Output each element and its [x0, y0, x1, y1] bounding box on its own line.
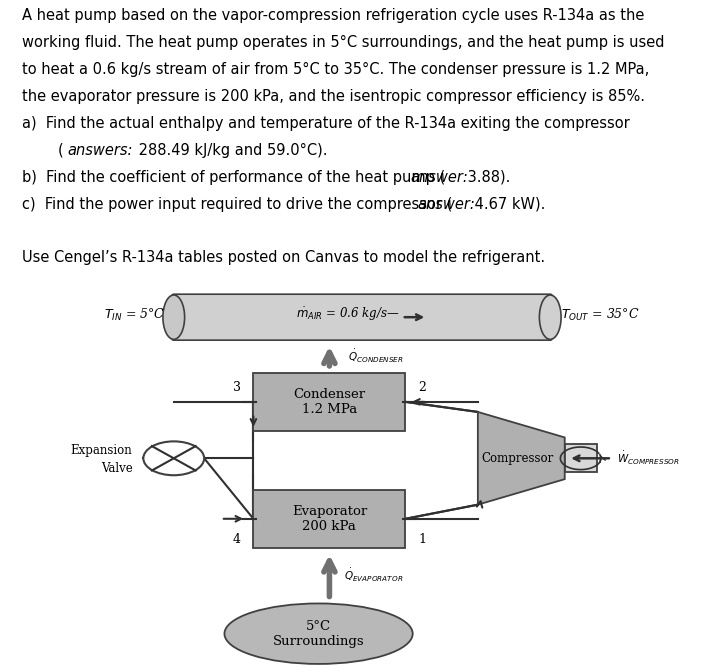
Text: $\dot{Q}_{CONDENSER}$: $\dot{Q}_{CONDENSER}$: [348, 347, 403, 365]
Text: b)  Find the coefficient of performance of the heat pump (: b) Find the coefficient of performance o…: [22, 170, 445, 185]
Text: answer:: answer:: [411, 170, 468, 185]
Text: Valve: Valve: [101, 462, 132, 475]
Text: Expansion: Expansion: [71, 444, 132, 457]
Text: $\dot{m}_{AIR}$ = 0.6 kg/s—: $\dot{m}_{AIR}$ = 0.6 kg/s—: [296, 305, 399, 323]
Text: 5°C
Surroundings: 5°C Surroundings: [273, 620, 364, 648]
Text: a)  Find the actual enthalpy and temperature of the R-134a exiting the compresso: a) Find the actual enthalpy and temperat…: [22, 116, 629, 131]
Text: Use Cengel’s R-134a tables posted on Canvas to model the refrigerant.: Use Cengel’s R-134a tables posted on Can…: [22, 251, 545, 265]
Polygon shape: [478, 412, 565, 505]
Text: working fluid. The heat pump operates in 5°C surroundings, and the heat pump is : working fluid. The heat pump operates in…: [22, 36, 664, 50]
Text: c)  Find the power input required to drive the compressor (: c) Find the power input required to driv…: [22, 197, 452, 212]
Ellipse shape: [539, 295, 561, 339]
Text: 3.88).: 3.88).: [463, 170, 510, 185]
Circle shape: [143, 442, 204, 475]
Text: answer:: answer:: [417, 197, 475, 212]
Text: answers:: answers:: [67, 143, 132, 158]
Text: (: (: [58, 143, 64, 158]
FancyBboxPatch shape: [253, 490, 405, 548]
FancyBboxPatch shape: [565, 444, 597, 472]
FancyBboxPatch shape: [172, 294, 552, 340]
Text: 288.49 kJ/kg and 59.0°C).: 288.49 kJ/kg and 59.0°C).: [134, 143, 327, 158]
Text: $\dot{Q}_{EVAPORATOR}$: $\dot{Q}_{EVAPORATOR}$: [344, 567, 403, 584]
Text: $T_{IN}$ = 5°C: $T_{IN}$ = 5°C: [104, 307, 165, 323]
FancyBboxPatch shape: [253, 373, 405, 431]
Text: Condenser
1.2 MPa: Condenser 1.2 MPa: [293, 388, 366, 416]
Text: Evaporator
200 kPa: Evaporator 200 kPa: [292, 505, 367, 533]
Text: 4: 4: [232, 533, 241, 546]
Text: 2: 2: [418, 381, 426, 394]
Text: Compressor: Compressor: [481, 452, 554, 465]
Text: 3: 3: [232, 381, 241, 394]
Ellipse shape: [224, 603, 413, 664]
Text: $T_{OUT}$ = 35°C: $T_{OUT}$ = 35°C: [561, 307, 639, 323]
Text: the evaporator pressure is 200 kPa, and the isentropic compressor efficiency is : the evaporator pressure is 200 kPa, and …: [22, 89, 644, 104]
Text: 4.67 kW).: 4.67 kW).: [470, 197, 545, 212]
Text: $\dot{W}_{COMPRESSOR}$: $\dot{W}_{COMPRESSOR}$: [617, 450, 680, 467]
Text: 1: 1: [418, 533, 426, 546]
Text: to heat a 0.6 kg/s stream of air from 5°C to 35°C. The condenser pressure is 1.2: to heat a 0.6 kg/s stream of air from 5°…: [22, 62, 649, 77]
Ellipse shape: [163, 295, 185, 339]
Text: A heat pump based on the vapor-compression refrigeration cycle uses R-134a as th: A heat pump based on the vapor-compressi…: [22, 9, 644, 24]
